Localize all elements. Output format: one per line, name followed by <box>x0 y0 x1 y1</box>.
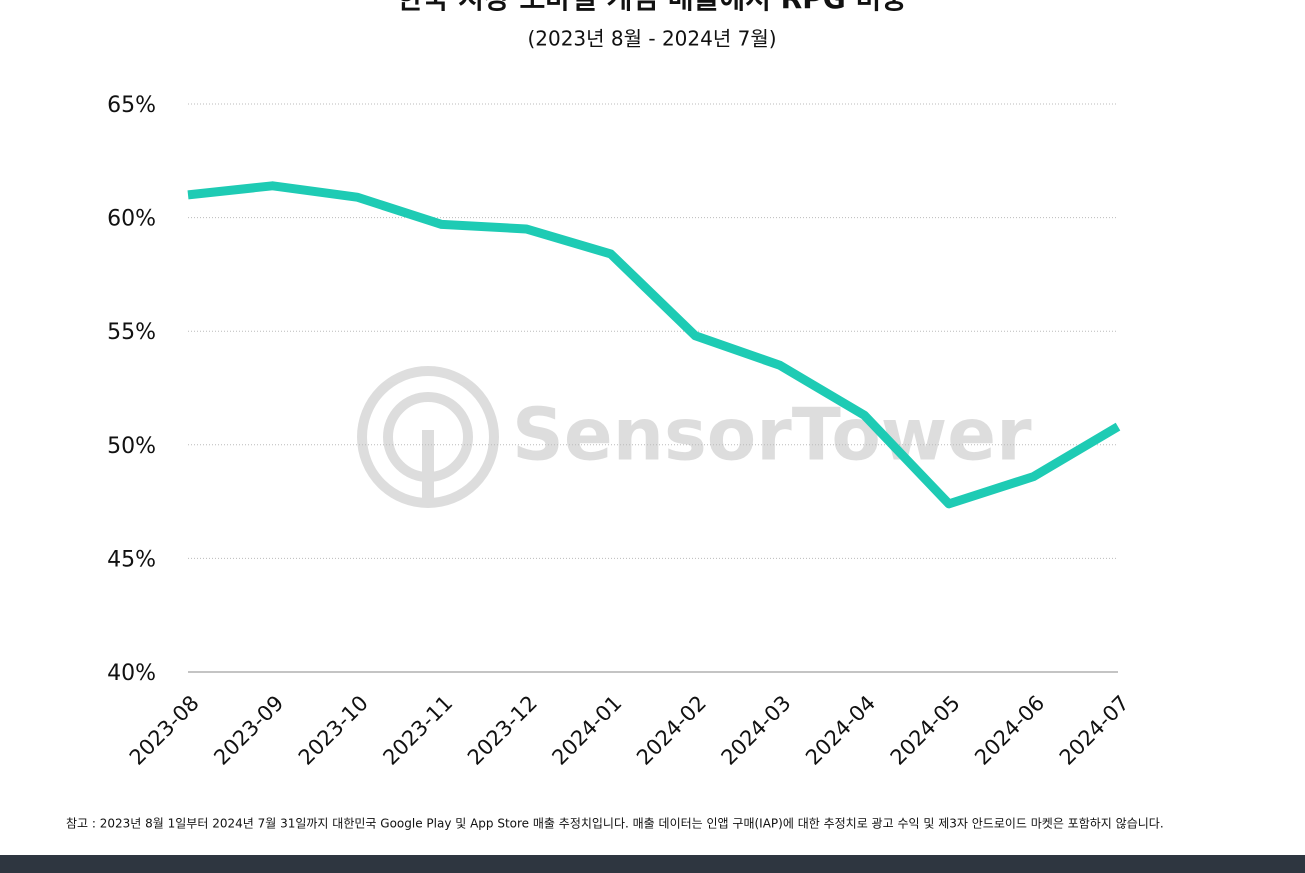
x-tick-label: 2023-09 <box>209 691 288 770</box>
x-tick-label: 2024-07 <box>1055 691 1134 770</box>
y-tick-label: 65% <box>107 93 156 118</box>
x-tick-label: 2023-10 <box>294 691 373 770</box>
x-tick-label: 2024-02 <box>632 691 711 770</box>
chart-subtitle: (2023년 8월 - 2024년 7월) <box>527 27 776 51</box>
watermark-text: SensorTower <box>512 393 1032 477</box>
y-tick-label: 50% <box>107 434 156 459</box>
footer-bar <box>0 855 1305 873</box>
chart-title: 한국 시장 모바일 게임 매출에서 RPG 비중 <box>397 0 907 15</box>
y-tick-label: 55% <box>107 320 156 345</box>
x-tick-label: 2023-11 <box>378 691 457 770</box>
x-tick-label: 2024-04 <box>801 691 880 770</box>
x-tick-label: 2023-12 <box>463 691 542 770</box>
footnote: 참고 : 2023년 8월 1일부터 2024년 7월 31일까지 대한민국 G… <box>66 817 1164 831</box>
data-line <box>187 181 1121 509</box>
x-tick-label: 2024-06 <box>970 691 1049 770</box>
y-tick-label: 40% <box>107 661 156 686</box>
x-tick-label: 2023-08 <box>125 691 204 770</box>
x-tick-label: 2024-05 <box>886 691 965 770</box>
y-tick-label: 60% <box>107 207 156 232</box>
y-tick-label: 45% <box>107 547 156 572</box>
watermark: SensorTower <box>357 366 1032 508</box>
x-tick-label: 2024-03 <box>717 691 796 770</box>
x-tick-label: 2024-01 <box>547 691 626 770</box>
